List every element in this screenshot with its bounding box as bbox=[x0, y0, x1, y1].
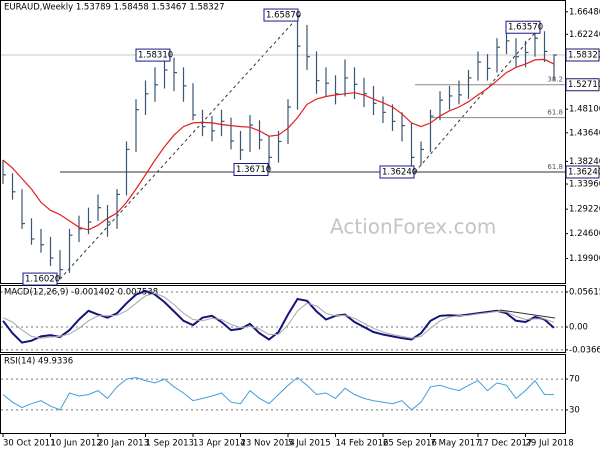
x-tick-label: 13 Apr 2014 bbox=[193, 439, 246, 449]
callout-box bbox=[505, 20, 541, 34]
fib-label: 61.8 bbox=[547, 163, 563, 171]
level-price-label-box bbox=[565, 165, 600, 179]
y-tick-label: 0.056154 bbox=[569, 288, 600, 298]
macd-panel bbox=[0, 285, 566, 353]
moving-average bbox=[2, 58, 555, 231]
current-price-label-box bbox=[565, 48, 600, 62]
price-panel bbox=[0, 0, 566, 284]
y-tick-label: 30 bbox=[569, 405, 580, 415]
x-tick-label: 30 Oct 2011 bbox=[3, 439, 56, 449]
y-tick-label: 1.48100 bbox=[569, 105, 600, 115]
current-price-label: 1.58327 bbox=[568, 50, 600, 60]
trend-line bbox=[414, 26, 541, 173]
callout-box bbox=[135, 48, 171, 62]
macd-trend-line bbox=[499, 309, 556, 319]
level-price-label: 1.52710 bbox=[568, 80, 600, 90]
rsi-panel bbox=[0, 354, 566, 434]
y-tick-label: -0.036601 bbox=[569, 345, 600, 355]
callout-label: 1.36240 bbox=[382, 167, 417, 177]
x-tick-label: 20 Jan 2013 bbox=[98, 439, 149, 449]
x-tick-label: 7 May 2017 bbox=[431, 439, 481, 449]
x-tick-label: 29 Jul 2018 bbox=[526, 439, 574, 449]
callout-label: 1.58310 bbox=[138, 51, 173, 61]
callout-box bbox=[263, 8, 299, 22]
watermark: ActionForex.com bbox=[330, 215, 496, 239]
callout-box bbox=[379, 165, 415, 179]
x-tick-label: 23 Nov 2014 bbox=[241, 439, 295, 449]
y-tick-label: 1.66480 bbox=[569, 7, 600, 17]
y-tick-label: 1.33960 bbox=[569, 180, 600, 190]
y-tick-label: 1.62240 bbox=[569, 30, 600, 40]
callout-box bbox=[233, 162, 269, 176]
x-tick-label: 1 Sep 2013 bbox=[146, 439, 194, 449]
y-tick-label: 0.00 bbox=[569, 323, 588, 333]
fib-label: 61.8 bbox=[547, 109, 563, 117]
x-tick-label: 14 Feb 2016 bbox=[336, 439, 389, 449]
y-tick-label: 1.19900 bbox=[569, 254, 600, 264]
rsi-line bbox=[2, 376, 555, 411]
chart-title: EURAUD,Weekly 1.53789 1.58458 1.53467 1.… bbox=[4, 3, 225, 13]
x-tick-label: 17 Dec 2017 bbox=[478, 439, 532, 449]
y-tick-label: 1.24600 bbox=[569, 229, 600, 239]
callout-label: 1.65870 bbox=[266, 11, 301, 21]
level-price-label: 1.36240 bbox=[568, 167, 600, 177]
level-price-label-box bbox=[565, 78, 600, 92]
x-tick-label: 5 Jul 2015 bbox=[288, 439, 331, 449]
x-tick-label: 25 Sep 2016 bbox=[383, 439, 437, 449]
x-tick-label: 10 Jun 2012 bbox=[51, 439, 102, 449]
callout-label: 1.36710 bbox=[236, 165, 271, 175]
callout-label: 1.63570 bbox=[508, 23, 543, 33]
signal-line bbox=[2, 292, 555, 339]
callout-box bbox=[22, 272, 58, 286]
y-tick-label: 70 bbox=[569, 375, 580, 385]
rsi-title: RSI(14) 49.9336 bbox=[4, 357, 73, 367]
fib-label: 38.2 bbox=[547, 76, 563, 84]
y-tick-label: 1.38240 bbox=[569, 157, 600, 167]
callout-label: 1.16020 bbox=[25, 275, 60, 285]
y-tick-label: 1.29220 bbox=[569, 205, 600, 215]
y-tick-label: 1.43640 bbox=[569, 128, 600, 138]
